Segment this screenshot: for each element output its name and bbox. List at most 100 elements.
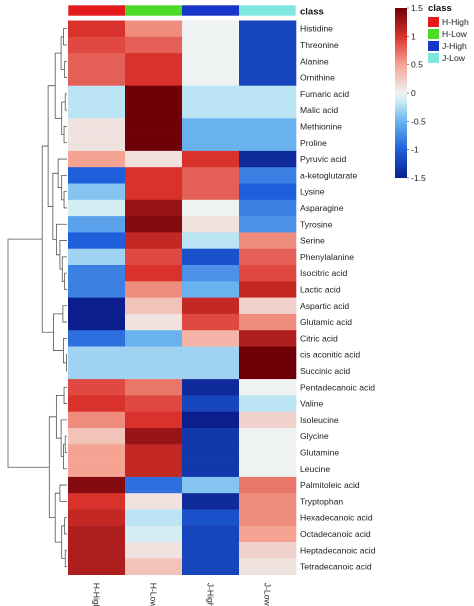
legend-label: J-Low	[442, 53, 466, 63]
heatmap-cell	[182, 281, 240, 298]
colorbar-tick-label: 1.5	[411, 3, 423, 13]
heatmap-cell	[125, 330, 183, 347]
heatmap-cell	[182, 85, 240, 103]
column-label: H-Low	[149, 583, 159, 606]
legend-label: J-High	[442, 41, 467, 51]
legend-swatch	[428, 29, 439, 39]
legend-swatch	[428, 41, 439, 51]
row-label: Leucine	[300, 464, 330, 474]
heatmap-cell	[239, 20, 297, 38]
heatmap-cell	[68, 134, 126, 152]
heatmap-cell	[125, 460, 183, 478]
heatmap-cell	[68, 248, 126, 266]
heatmap-cell	[68, 85, 126, 103]
heatmap-cell	[239, 199, 297, 217]
heatmap-cell	[68, 297, 126, 315]
heatmap-cell	[68, 167, 126, 184]
heatmap-cell	[68, 525, 126, 543]
heatmap-cell	[182, 20, 240, 38]
annotation-cell-j-high	[182, 5, 239, 16]
heatmap-cell	[68, 444, 126, 461]
heatmap-cell	[182, 476, 240, 494]
colorbar-tick-label: -1	[411, 145, 419, 155]
class-legend: class H-High H-Low J-High J-Low	[428, 3, 469, 63]
annotation-title: class	[300, 7, 324, 18]
class-legend-title: class	[428, 3, 452, 14]
row-label: Valine	[300, 399, 323, 409]
heatmap-cell	[125, 102, 183, 119]
heatmap-cell	[125, 313, 183, 331]
heatmap-cell	[239, 265, 297, 282]
heatmap-cell	[239, 330, 297, 347]
heatmap-cell	[125, 395, 183, 412]
heatmap-cell	[125, 428, 183, 445]
heatmap-cell	[182, 134, 240, 152]
heatmap-cell	[68, 379, 126, 396]
heatmap-cell	[239, 102, 297, 119]
heatmap-cell	[125, 85, 183, 103]
heatmap-cell	[125, 411, 183, 429]
heatmap-cells	[68, 20, 297, 575]
heatmap-cell	[182, 493, 240, 510]
heatmap-cell	[239, 395, 297, 412]
column-annotation-bar	[67, 4, 297, 17]
row-label: Lysine	[300, 187, 325, 197]
heatmap-cell	[68, 118, 126, 135]
heatmap-cell	[68, 199, 126, 217]
legend-label: H-High	[442, 17, 469, 27]
row-label: Tryptophan	[300, 496, 343, 506]
row-label: Heptadecanoic acid	[300, 545, 376, 555]
heatmap-cell	[125, 444, 183, 461]
heatmap-cell	[125, 216, 183, 233]
legend-label: H-Low	[442, 29, 468, 39]
row-label: Malic acid	[300, 105, 338, 115]
heatmap-cell	[68, 36, 126, 54]
heatmap-cell	[125, 525, 183, 543]
heatmap-cell	[239, 248, 297, 266]
heatmap-cell	[182, 118, 240, 135]
row-label: Asparagine	[300, 203, 344, 213]
heatmap-cell	[239, 362, 297, 380]
colorbar	[395, 8, 407, 178]
row-label: Tetradecanoic acid	[300, 562, 372, 572]
heatmap-cell	[125, 53, 183, 70]
heatmap-cell	[68, 265, 126, 282]
row-label: Lactic acid	[300, 284, 341, 294]
row-labels: Histidine Threonine Alanine Ornithine Fumari…	[300, 24, 376, 572]
heatmap-cell	[125, 379, 183, 396]
heatmap-cell	[182, 313, 240, 331]
heatmap-cell	[68, 102, 126, 119]
row-label: Glycine	[300, 431, 329, 441]
heatmap-cell	[125, 509, 183, 527]
heatmap-cell	[239, 346, 297, 364]
heatmap-cell	[239, 313, 297, 331]
heatmap-cell	[182, 69, 240, 86]
heatmap-cell	[125, 542, 183, 559]
heatmap-cell	[182, 362, 240, 380]
row-label: Fumaric acid	[300, 89, 349, 99]
row-label: Aspartic acid	[300, 301, 349, 311]
heatmap-cell	[239, 232, 297, 249]
heatmap-cell	[125, 265, 183, 282]
heatmap-cell	[125, 150, 183, 168]
heatmap-cell	[68, 20, 126, 38]
row-dendrogram	[7, 28, 67, 567]
heatmap-cell	[125, 248, 183, 266]
heatmap-cell	[125, 199, 183, 217]
heatmap-cell	[182, 150, 240, 168]
heatmap-cell	[125, 134, 183, 152]
heatmap-cell	[125, 183, 183, 201]
heatmap-cell	[182, 542, 240, 559]
row-label: Phenylalanine	[300, 252, 354, 262]
heatmap-cell	[68, 411, 126, 429]
heatmap-cell	[239, 36, 297, 54]
row-label: Pentadecanoic acid	[300, 382, 375, 392]
heatmap-cell	[239, 542, 297, 559]
heatmap-cell	[68, 232, 126, 249]
row-label: Methionine	[300, 121, 342, 131]
row-label: Isocitric acid	[300, 268, 347, 278]
heatmap-cell	[239, 118, 297, 135]
heatmap-cell	[125, 281, 183, 298]
heatmap-cell	[182, 379, 240, 396]
